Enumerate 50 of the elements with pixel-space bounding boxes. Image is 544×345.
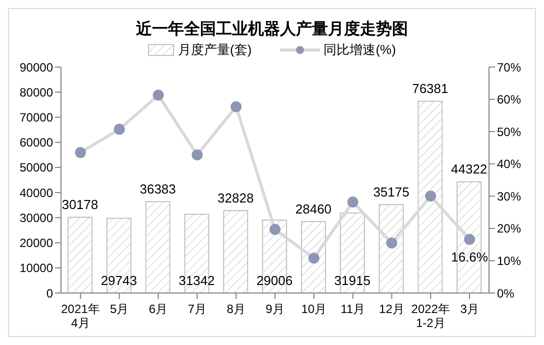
y-tick-label: 50000 bbox=[20, 160, 54, 175]
bar bbox=[145, 201, 170, 293]
bar bbox=[300, 221, 326, 293]
y-tick-label: 30000 bbox=[20, 210, 54, 225]
y2-tick-label: 50% bbox=[497, 124, 522, 139]
y2-tick-label: 70% bbox=[497, 60, 522, 74]
y-tick-label: 40000 bbox=[20, 186, 54, 200]
data-label: 29006 bbox=[256, 273, 293, 288]
y-tick-label: 90000 bbox=[20, 60, 54, 74]
data-label: 31915 bbox=[334, 273, 370, 288]
x-tick-label: 9月 bbox=[266, 302, 284, 316]
y-tick-label: 70000 bbox=[20, 110, 54, 124]
data-label: 76381 bbox=[412, 81, 448, 96]
x-tick-label: 10月 bbox=[301, 302, 327, 316]
legend-label: 月度产量(套) bbox=[178, 41, 252, 59]
y-tick-label: 0 bbox=[46, 286, 54, 300]
x-tick-label: 6月 bbox=[148, 302, 168, 316]
bar bbox=[418, 100, 443, 293]
data-label: 29743 bbox=[100, 273, 137, 288]
x-tick-label: 2021年 4月 bbox=[61, 302, 100, 330]
data-label: 31342 bbox=[178, 273, 215, 288]
y-tick-label: 60000 bbox=[20, 136, 54, 150]
data-label: 28460 bbox=[295, 202, 332, 217]
y2-tick-label: 10% bbox=[497, 254, 522, 268]
y-tick-label: 80000 bbox=[20, 85, 54, 100]
data-label: 32828 bbox=[218, 190, 254, 206]
data-label: 35175 bbox=[373, 184, 410, 200]
x-tick-label: 5月 bbox=[110, 302, 129, 316]
bar bbox=[378, 204, 404, 293]
y2-tick-label: 0% bbox=[497, 286, 515, 300]
x-tick-label: 2022年 1-2月 bbox=[411, 302, 450, 330]
data-label: 44322 bbox=[451, 162, 488, 177]
y2-tick-label: 60% bbox=[497, 92, 522, 107]
data-label: 16.6% bbox=[451, 249, 488, 264]
x-tick-label: 11月 bbox=[340, 302, 366, 316]
y2-tick-label: 30% bbox=[497, 189, 522, 204]
legend-label: 同比增速(%) bbox=[324, 41, 396, 59]
x-tick-label: 7月 bbox=[188, 302, 207, 316]
chart-title: 近一年全国工业机器人产量月度走势图 bbox=[135, 19, 409, 40]
x-tick-label: 12月 bbox=[379, 302, 404, 316]
y-tick-label: 20000 bbox=[20, 236, 54, 250]
bar bbox=[68, 216, 92, 293]
x-tick-label: 8月 bbox=[226, 302, 246, 316]
y2-tick-label: 20% bbox=[497, 222, 522, 236]
bar bbox=[223, 210, 248, 293]
data-label: 30178 bbox=[62, 197, 98, 212]
y2-tick-label: 40% bbox=[497, 157, 522, 172]
x-tick-label: 3月 bbox=[460, 302, 479, 316]
y-tick-label: 10000 bbox=[20, 261, 54, 276]
data-label: 36383 bbox=[140, 182, 176, 197]
